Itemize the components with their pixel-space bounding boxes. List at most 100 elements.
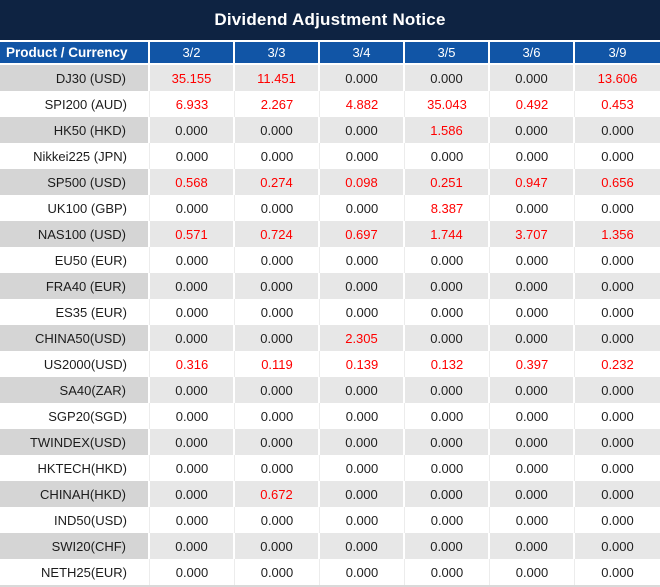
table-row: US2000(USD) 0.316 0.119 0.139 0.132 0.397 0.23… xyxy=(0,351,660,377)
value-cell: 1.356 xyxy=(575,221,660,247)
value-cell: 0.000 xyxy=(575,455,660,481)
table-row: NETH25(EUR) 0.000 0.000 0.000 0.000 0.000 0.00… xyxy=(0,559,660,585)
value-cell: 0.000 xyxy=(490,455,575,481)
product-cell: NAS100 (USD) xyxy=(0,221,150,247)
value-cell: 0.000 xyxy=(320,429,405,455)
value-cell: 35.155 xyxy=(150,65,235,91)
value-cell: 0.000 xyxy=(235,507,320,533)
value-cell: 0.000 xyxy=(405,325,490,351)
value-cell: 0.000 xyxy=(150,533,235,559)
value-cell: 0.000 xyxy=(490,507,575,533)
column-header-date: 3/9 xyxy=(575,42,660,65)
value-cell: 0.000 xyxy=(490,143,575,169)
value-cell: 0.000 xyxy=(575,299,660,325)
value-cell: 0.672 xyxy=(235,481,320,507)
column-header-date: 3/3 xyxy=(235,42,320,65)
value-cell: 4.882 xyxy=(320,91,405,117)
product-cell: IND50(USD) xyxy=(0,507,150,533)
value-cell: 0.000 xyxy=(320,143,405,169)
value-cell: 0.000 xyxy=(490,195,575,221)
value-cell: 0.000 xyxy=(150,429,235,455)
value-cell: 0.000 xyxy=(405,143,490,169)
value-cell: 0.000 xyxy=(150,247,235,273)
product-cell: SWI20(CHF) xyxy=(0,533,150,559)
value-cell: 1.586 xyxy=(405,117,490,143)
value-cell: 0.000 xyxy=(235,559,320,585)
value-cell: 0.000 xyxy=(575,481,660,507)
value-cell: 2.305 xyxy=(320,325,405,351)
product-cell: HKTECH(HKD) xyxy=(0,455,150,481)
value-cell: 0.397 xyxy=(490,351,575,377)
value-cell: 0.000 xyxy=(405,481,490,507)
table-row: CHINA50(USD) 0.000 0.000 2.305 0.000 0.000 0.0… xyxy=(0,325,660,351)
value-cell: 0.000 xyxy=(320,273,405,299)
product-cell: CHINAH(HKD) xyxy=(0,481,150,507)
table-row: DJ30 (USD) 35.155 11.451 0.000 0.000 0.000 13.… xyxy=(0,65,660,91)
value-cell: 0.000 xyxy=(150,481,235,507)
value-cell: 13.606 xyxy=(575,65,660,91)
table-row: SPI200 (AUD) 6.933 2.267 4.882 35.043 0.492 0.… xyxy=(0,91,660,117)
value-cell: 35.043 xyxy=(405,91,490,117)
table-row: TWINDEX(USD) 0.000 0.000 0.000 0.000 0.000 0.0… xyxy=(0,429,660,455)
value-cell: 0.571 xyxy=(150,221,235,247)
value-cell: 0.000 xyxy=(405,403,490,429)
table-row: EU50 (EUR) 0.000 0.000 0.000 0.000 0.000 0.000 xyxy=(0,247,660,273)
title-bar: Dividend Adjustment Notice xyxy=(0,0,660,42)
value-cell: 0.000 xyxy=(405,377,490,403)
table-body: DJ30 (USD) 35.155 11.451 0.000 0.000 0.000 13.… xyxy=(0,65,660,585)
value-cell: 0.000 xyxy=(490,429,575,455)
column-header-date: 3/2 xyxy=(150,42,235,65)
value-cell: 0.000 xyxy=(150,195,235,221)
column-header-date: 3/5 xyxy=(405,42,490,65)
value-cell: 0.274 xyxy=(235,169,320,195)
product-cell: UK100 (GBP) xyxy=(0,195,150,221)
table-row: Nikkei225 (JPN) 0.000 0.000 0.000 0.000 0.000… xyxy=(0,143,660,169)
value-cell: 1.744 xyxy=(405,221,490,247)
value-cell: 0.000 xyxy=(150,299,235,325)
value-cell: 0.000 xyxy=(235,429,320,455)
value-cell: 0.697 xyxy=(320,221,405,247)
value-cell: 0.000 xyxy=(235,325,320,351)
table-row: SP500 (USD) 0.568 0.274 0.098 0.251 0.947 0.65… xyxy=(0,169,660,195)
value-cell: 0.000 xyxy=(150,403,235,429)
value-cell: 0.000 xyxy=(150,143,235,169)
product-cell: EU50 (EUR) xyxy=(0,247,150,273)
value-cell: 0.000 xyxy=(575,117,660,143)
header-row: Product / Currency 3/2 3/3 3/4 3/5 3/6 3/9 xyxy=(0,42,660,65)
value-cell: 0.000 xyxy=(320,299,405,325)
product-cell: SP500 (USD) xyxy=(0,169,150,195)
table-row: SWI20(CHF) 0.000 0.000 0.000 0.000 0.000 0.000 xyxy=(0,533,660,559)
product-cell: TWINDEX(USD) xyxy=(0,429,150,455)
value-cell: 0.000 xyxy=(490,403,575,429)
value-cell: 0.000 xyxy=(320,455,405,481)
table-row: UK100 (GBP) 0.000 0.000 0.000 8.387 0.000 0.00… xyxy=(0,195,660,221)
column-header-date: 3/6 xyxy=(490,42,575,65)
value-cell: 0.000 xyxy=(405,273,490,299)
value-cell: 0.000 xyxy=(320,533,405,559)
value-cell: 3.707 xyxy=(490,221,575,247)
value-cell: 0.947 xyxy=(490,169,575,195)
value-cell: 0.000 xyxy=(575,195,660,221)
value-cell: 0.132 xyxy=(405,351,490,377)
value-cell: 0.000 xyxy=(235,143,320,169)
value-cell: 0.000 xyxy=(575,507,660,533)
value-cell: 0.453 xyxy=(575,91,660,117)
page-title: Dividend Adjustment Notice xyxy=(214,10,446,29)
table-row: CHINAH(HKD) 0.000 0.672 0.000 0.000 0.000 0.00… xyxy=(0,481,660,507)
value-cell: 0.000 xyxy=(320,377,405,403)
value-cell: 0.000 xyxy=(575,559,660,585)
value-cell: 0.000 xyxy=(405,65,490,91)
value-cell: 11.451 xyxy=(235,65,320,91)
value-cell: 8.387 xyxy=(405,195,490,221)
table-row: NAS100 (USD) 0.571 0.724 0.697 1.744 3.707 1.3… xyxy=(0,221,660,247)
value-cell: 0.000 xyxy=(235,273,320,299)
value-cell: 0.000 xyxy=(490,377,575,403)
product-cell: CHINA50(USD) xyxy=(0,325,150,351)
value-cell: 0.119 xyxy=(235,351,320,377)
value-cell: 0.492 xyxy=(490,91,575,117)
value-cell: 0.000 xyxy=(235,455,320,481)
value-cell: 0.000 xyxy=(575,403,660,429)
value-cell: 0.000 xyxy=(320,481,405,507)
value-cell: 0.000 xyxy=(490,273,575,299)
